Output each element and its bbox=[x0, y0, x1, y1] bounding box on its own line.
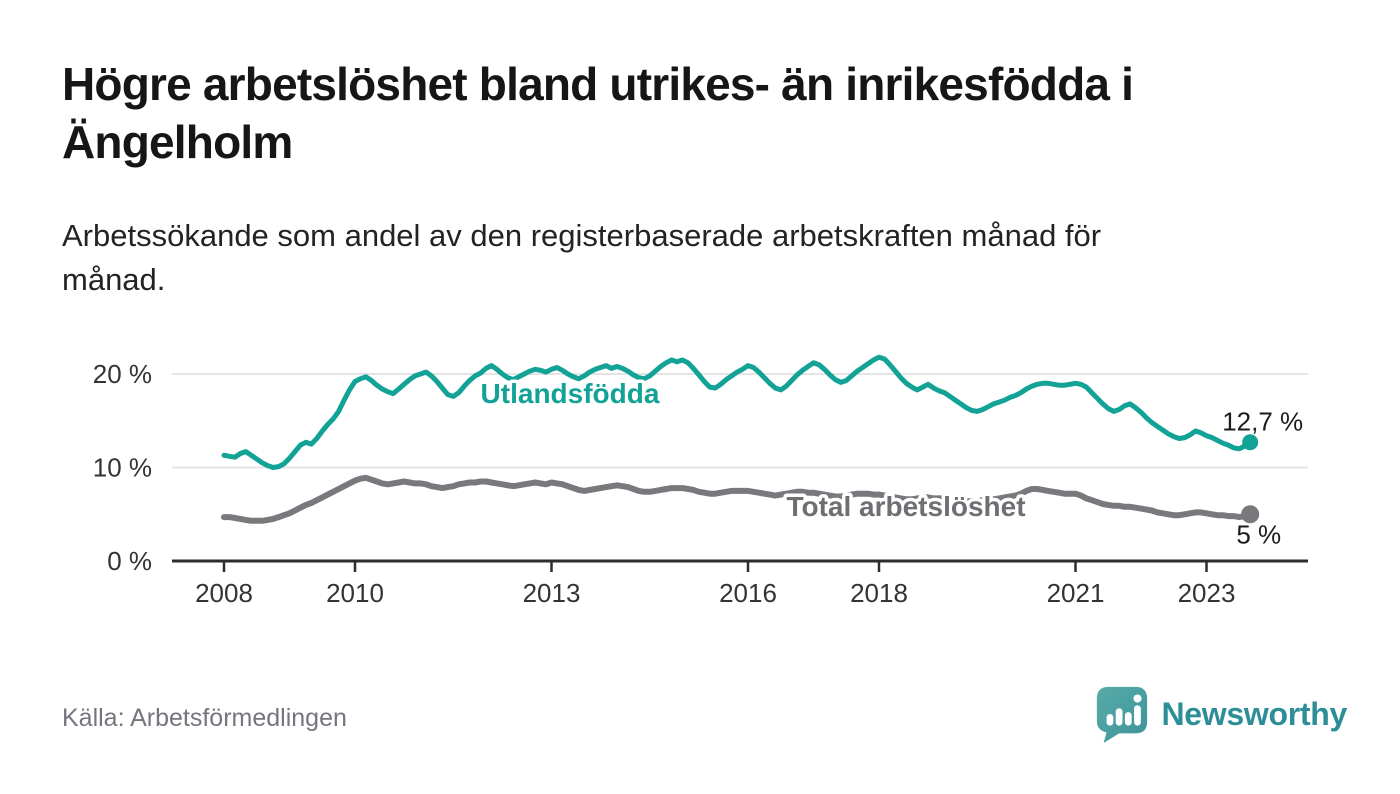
x-tick-label-2023: 2023 bbox=[1178, 578, 1236, 608]
series-line-utlandsfodda bbox=[221, 354, 1253, 470]
newsworthy-logo: Newsworthy bbox=[1093, 684, 1348, 744]
x-tick-label-2018: 2018 bbox=[850, 578, 908, 608]
y-tick-label-20: 20 % bbox=[93, 359, 152, 389]
series-end-dot-total-arbetsloshet bbox=[1241, 505, 1260, 524]
x-tick-label-2010: 2010 bbox=[326, 578, 384, 608]
series-end-value-total-arbetsloshet: 5 % bbox=[1236, 519, 1281, 549]
bar-2 bbox=[1115, 708, 1122, 726]
x-tick-label-2013: 2013 bbox=[523, 578, 581, 608]
series-end-dot-utlandsfodda bbox=[1242, 434, 1259, 451]
bar-3 bbox=[1124, 712, 1132, 726]
x-tick-label-2021: 2021 bbox=[1047, 578, 1105, 608]
series-label-total-arbetsloshet: Total arbetslöshet bbox=[786, 491, 1025, 522]
newsworthy-logo-text: Newsworthy bbox=[1161, 695, 1348, 732]
page-title: Högre arbetslöshet bland utrikes- än inr… bbox=[62, 58, 1134, 168]
bar-1 bbox=[1106, 714, 1113, 726]
y-tick-label-10: 10 % bbox=[93, 453, 152, 483]
exclamation-dot bbox=[1132, 694, 1142, 703]
exclamation-bar bbox=[1133, 705, 1141, 726]
x-tick-label-2016: 2016 bbox=[719, 578, 777, 608]
newsworthy-speech-bubble-barchart-icon bbox=[1096, 686, 1147, 743]
chart-svg: 2008 2010 2013 2016 2018 2021 2023 0 % 10 % 20 % U… bbox=[93, 354, 1308, 608]
y-tick-label-0: 0 % bbox=[107, 546, 152, 576]
x-tick-label-2008: 2008 bbox=[195, 578, 253, 608]
series-label-utlandsfodda: Utlandsfödda bbox=[481, 378, 660, 409]
series-end-value-utlandsfodda: 12,7 % bbox=[1222, 406, 1303, 436]
source-note: Källa: Arbetsförmedlingen bbox=[62, 704, 347, 732]
chart-subtitle: Arbetssökande som andel av den registerb… bbox=[62, 218, 1102, 298]
series-line-total-arbetsloshet bbox=[221, 474, 1254, 524]
